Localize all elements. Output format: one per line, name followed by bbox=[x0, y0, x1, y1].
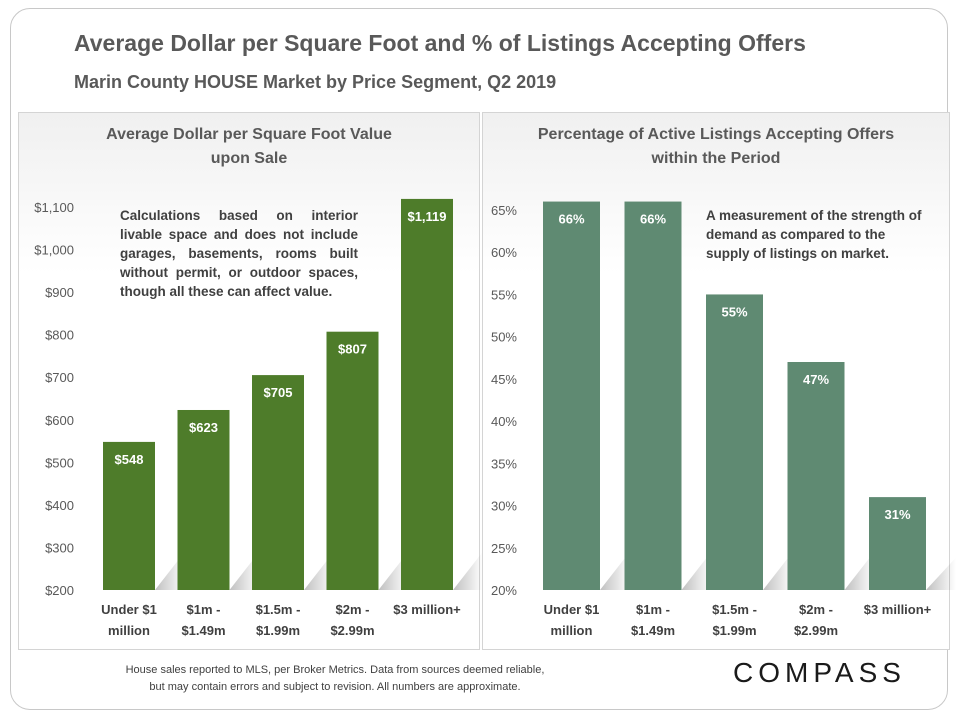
right-y-tick-label: 25% bbox=[491, 541, 517, 556]
right-x-tick-label: $1.5m - bbox=[712, 602, 757, 617]
left-x-tick-label: $2.99m bbox=[330, 623, 374, 638]
right-bar-shadow bbox=[681, 551, 712, 590]
right-bar-data-label: 55% bbox=[721, 304, 747, 319]
right-x-tick-label: $2.99m bbox=[794, 623, 838, 638]
left-x-tick-label: Under $1 bbox=[101, 602, 157, 617]
right-bar bbox=[543, 201, 600, 591]
right-chart-title: Percentage of Active Listings Accepting … bbox=[483, 123, 949, 171]
right-x-tick-label: $3 million+ bbox=[864, 602, 932, 617]
right-y-tick-label: 20% bbox=[491, 583, 517, 598]
left-bar bbox=[252, 375, 304, 590]
right-y-tick-label: 65% bbox=[491, 203, 517, 218]
left-x-tick-label: $1m - bbox=[187, 602, 221, 617]
right-bar bbox=[706, 294, 763, 590]
left-x-tick-label: million bbox=[108, 623, 150, 638]
right-y-tick-label: 40% bbox=[491, 414, 517, 429]
left-y-tick-label: $200 bbox=[45, 583, 74, 598]
left-bar-shadow bbox=[453, 551, 483, 590]
right-bar-shadow bbox=[600, 551, 630, 590]
right-y-tick-label: 45% bbox=[491, 372, 517, 387]
left-x-tick-label: $1.49m bbox=[181, 623, 225, 638]
left-y-tick-label: $1,000 bbox=[34, 243, 74, 258]
right-chart-note: A measurement of the strength of demand … bbox=[706, 208, 922, 261]
left-chart-title-line-1: Average Dollar per Square Foot Value bbox=[106, 126, 392, 143]
right-bar-data-label: 47% bbox=[803, 372, 829, 387]
right-bar-shadow bbox=[844, 551, 875, 590]
left-x-tick-label: $3 million+ bbox=[393, 602, 461, 617]
left-y-tick-label: $900 bbox=[45, 285, 74, 300]
left-chart-note: Calculations based on interior livable s… bbox=[120, 208, 358, 299]
left-y-tick-label: $300 bbox=[45, 540, 74, 555]
left-y-tick-label: $700 bbox=[45, 370, 74, 385]
chart-subtitle: Marin County HOUSE Market by Price Segme… bbox=[74, 72, 557, 92]
left-bar bbox=[177, 409, 230, 590]
right-y-tick-label: 30% bbox=[491, 499, 517, 514]
left-x-tick-label: $2m - bbox=[336, 602, 370, 617]
right-bar bbox=[624, 201, 682, 591]
left-y-tick-label: $800 bbox=[45, 328, 74, 343]
footer-line-2: but may contain errors and subject to re… bbox=[149, 681, 521, 693]
left-bar bbox=[326, 331, 379, 590]
left-bar-data-label: $1,119 bbox=[407, 209, 446, 224]
left-chart-title-line-2: upon Sale bbox=[210, 150, 288, 167]
left-bar-data-label: $548 bbox=[115, 452, 144, 467]
left-y-tick-label: $1,100 bbox=[34, 200, 74, 215]
right-x-tick-label: Under $1 bbox=[544, 602, 600, 617]
left-bar-data-label: $807 bbox=[338, 342, 367, 357]
right-y-tick-label: 35% bbox=[491, 456, 517, 471]
right-bar bbox=[787, 362, 845, 590]
right-bar-shadow bbox=[763, 551, 793, 590]
right-x-tick-label: $1.49m bbox=[631, 623, 675, 638]
left-x-tick-label: $1.99m bbox=[256, 623, 300, 638]
right-y-tick-label: 50% bbox=[491, 330, 517, 345]
right-y-tick-label: 60% bbox=[491, 245, 517, 260]
right-bar-shadow bbox=[926, 557, 956, 590]
right-bar-data-label: 31% bbox=[884, 507, 910, 522]
footer-disclaimer: House sales reported to MLS, per Broker … bbox=[60, 662, 610, 696]
left-bar-data-label: $705 bbox=[264, 385, 293, 400]
footer-line-1: House sales reported to MLS, per Broker … bbox=[125, 664, 545, 676]
left-y-tick-label: $600 bbox=[45, 413, 74, 428]
compass-logo: COMPASS bbox=[733, 657, 906, 688]
left-bar bbox=[103, 441, 155, 590]
right-x-tick-label: million bbox=[551, 623, 593, 638]
right-x-tick-label: $1m - bbox=[636, 602, 670, 617]
left-bar bbox=[401, 198, 453, 591]
left-x-tick-label: $1.5m - bbox=[256, 602, 301, 617]
chart-title: Average Dollar per Square Foot and % of … bbox=[74, 30, 806, 56]
left-chart-title: Average Dollar per Square Foot Value upo… bbox=[19, 123, 479, 171]
right-bar-data-label: 66% bbox=[558, 212, 584, 227]
left-bar-data-label: $623 bbox=[189, 420, 218, 435]
right-chart-title-line-1: Percentage of Active Listings Accepting … bbox=[537, 126, 895, 143]
right-bar-data-label: 66% bbox=[640, 212, 666, 227]
right-chart-title-line-2: within the Period bbox=[651, 150, 781, 167]
left-y-tick-label: $400 bbox=[45, 498, 74, 513]
right-bar bbox=[869, 497, 926, 590]
right-x-tick-label: $1.99m bbox=[712, 623, 756, 638]
right-y-tick-label: 55% bbox=[491, 287, 517, 302]
left-y-tick-label: $500 bbox=[45, 455, 74, 470]
right-x-tick-label: $2m - bbox=[799, 602, 833, 617]
